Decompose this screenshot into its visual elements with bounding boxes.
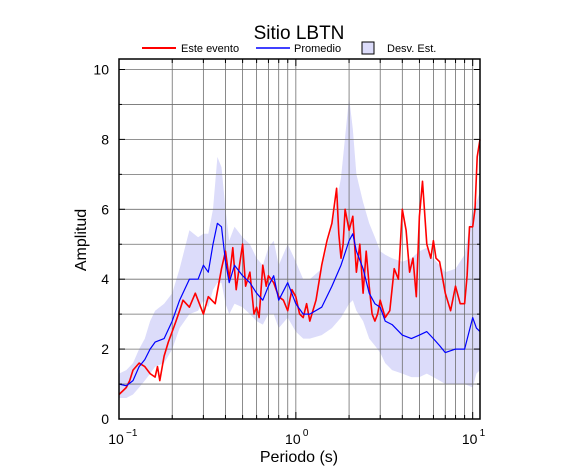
- legend-swatch-band: [361, 41, 375, 55]
- plot-frame: [118, 58, 481, 420]
- y-tick-label: 4: [101, 271, 109, 287]
- x-tick-labels: 10 −1 10 0 10 1: [108, 428, 485, 447]
- x-tick-label: 10 0: [285, 428, 309, 447]
- y-tick-label: 6: [101, 201, 109, 217]
- std-dev-band-layer: [119, 97, 480, 399]
- legend-label-mean: Promedio: [294, 43, 341, 55]
- y-tick-label: 2: [101, 341, 109, 357]
- legend: Este evento Promedio Desv. Est.: [142, 41, 436, 55]
- plot-area: [118, 58, 481, 420]
- series-line-layer: [118, 139, 481, 396]
- y-tick-label: 8: [101, 131, 109, 147]
- x-tick-label-base: 10: [462, 431, 478, 447]
- x-tick-label-exponent: −1: [126, 428, 138, 439]
- x-tick-label: 10 1: [462, 428, 486, 447]
- x-tick-label-exponent: 1: [480, 428, 486, 439]
- y-axis-label: Amplitud: [73, 209, 90, 271]
- y-tick-labels: 0 2 4 6 8 10: [93, 61, 109, 427]
- chart-title: Sitio LBTN: [254, 23, 345, 44]
- x-tick-label: 10 −1: [108, 428, 138, 447]
- series-line-mean: [118, 222, 481, 387]
- plot-frame-layer: [118, 58, 481, 420]
- x-axis-label: Periodo (s): [260, 449, 338, 466]
- legend-label-band: Desv. Est.: [387, 43, 436, 55]
- x-tick-label-base: 10: [285, 431, 301, 447]
- x-tick-label-base: 10: [108, 431, 124, 447]
- y-tick-label: 10: [93, 61, 109, 77]
- series-line-event: [118, 139, 481, 396]
- y-tick-label: 0: [101, 411, 109, 427]
- std-dev-band: [119, 97, 480, 399]
- grid-layer: [119, 59, 480, 419]
- legend-label-event: Este evento: [181, 43, 239, 55]
- x-tick-label-exponent: 0: [303, 428, 309, 439]
